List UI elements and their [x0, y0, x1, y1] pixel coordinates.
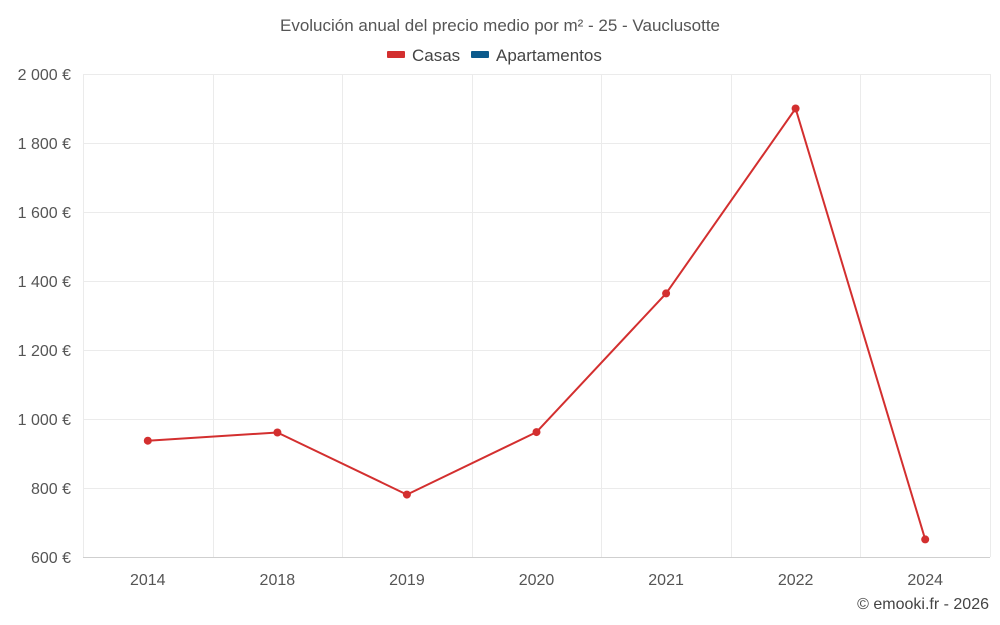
data-point[interactable]: [143, 436, 152, 445]
series-layer: [143, 104, 930, 544]
data-point[interactable]: [273, 428, 282, 437]
x-tick-label: 2022: [778, 572, 814, 589]
legend-item-casas[interactable]: Casas: [387, 46, 460, 65]
data-point[interactable]: [791, 104, 800, 113]
x-tick-label: 2014: [130, 572, 166, 589]
x-tick-label: 2021: [648, 572, 684, 589]
x-tick-label: 2020: [519, 572, 555, 589]
x-gridlines: [83, 74, 991, 557]
chart-title: Evolución anual del precio medio por m² …: [280, 16, 720, 35]
legend-item-apartamentos[interactable]: Apartamentos: [471, 46, 602, 65]
y-tick-label: 600 €: [31, 550, 71, 567]
y-tick-label: 1 200 €: [18, 343, 71, 360]
credit-text: © emooki.fr - 2026: [857, 596, 989, 613]
y-tick-label: 1 400 €: [18, 274, 71, 291]
y-gridlines: [83, 74, 990, 489]
y-tick-label: 1 600 €: [18, 205, 71, 222]
y-axis-tick-labels: 600 € 800 € 1 000 € 1 200 € 1 400 € 1 600 € 1 …: [18, 67, 71, 567]
data-point[interactable]: [532, 428, 541, 437]
legend-label-casas: Casas: [412, 46, 460, 65]
series-line-0: [147, 107, 927, 540]
y-tick-label: 1 000 €: [18, 412, 71, 429]
data-point[interactable]: [921, 535, 930, 544]
legend-swatch-apartamentos: [471, 51, 489, 58]
x-tick-label: 2019: [389, 572, 425, 589]
legend-label-apartamentos: Apartamentos: [496, 46, 602, 65]
x-tick-label: 2018: [260, 572, 296, 589]
data-point[interactable]: [662, 289, 671, 298]
y-tick-label: 1 800 €: [18, 136, 71, 153]
x-axis-tick-labels: 2014 2018 2019 2020 2021 2022 2024: [130, 572, 943, 589]
legend-swatch-casas: [387, 51, 405, 58]
data-point[interactable]: [402, 490, 411, 499]
y-tick-label: 800 €: [31, 481, 71, 498]
x-tick-label: 2024: [907, 572, 943, 589]
y-tick-label: 2 000 €: [18, 67, 71, 84]
legend: Casas Apartamentos: [387, 46, 602, 65]
